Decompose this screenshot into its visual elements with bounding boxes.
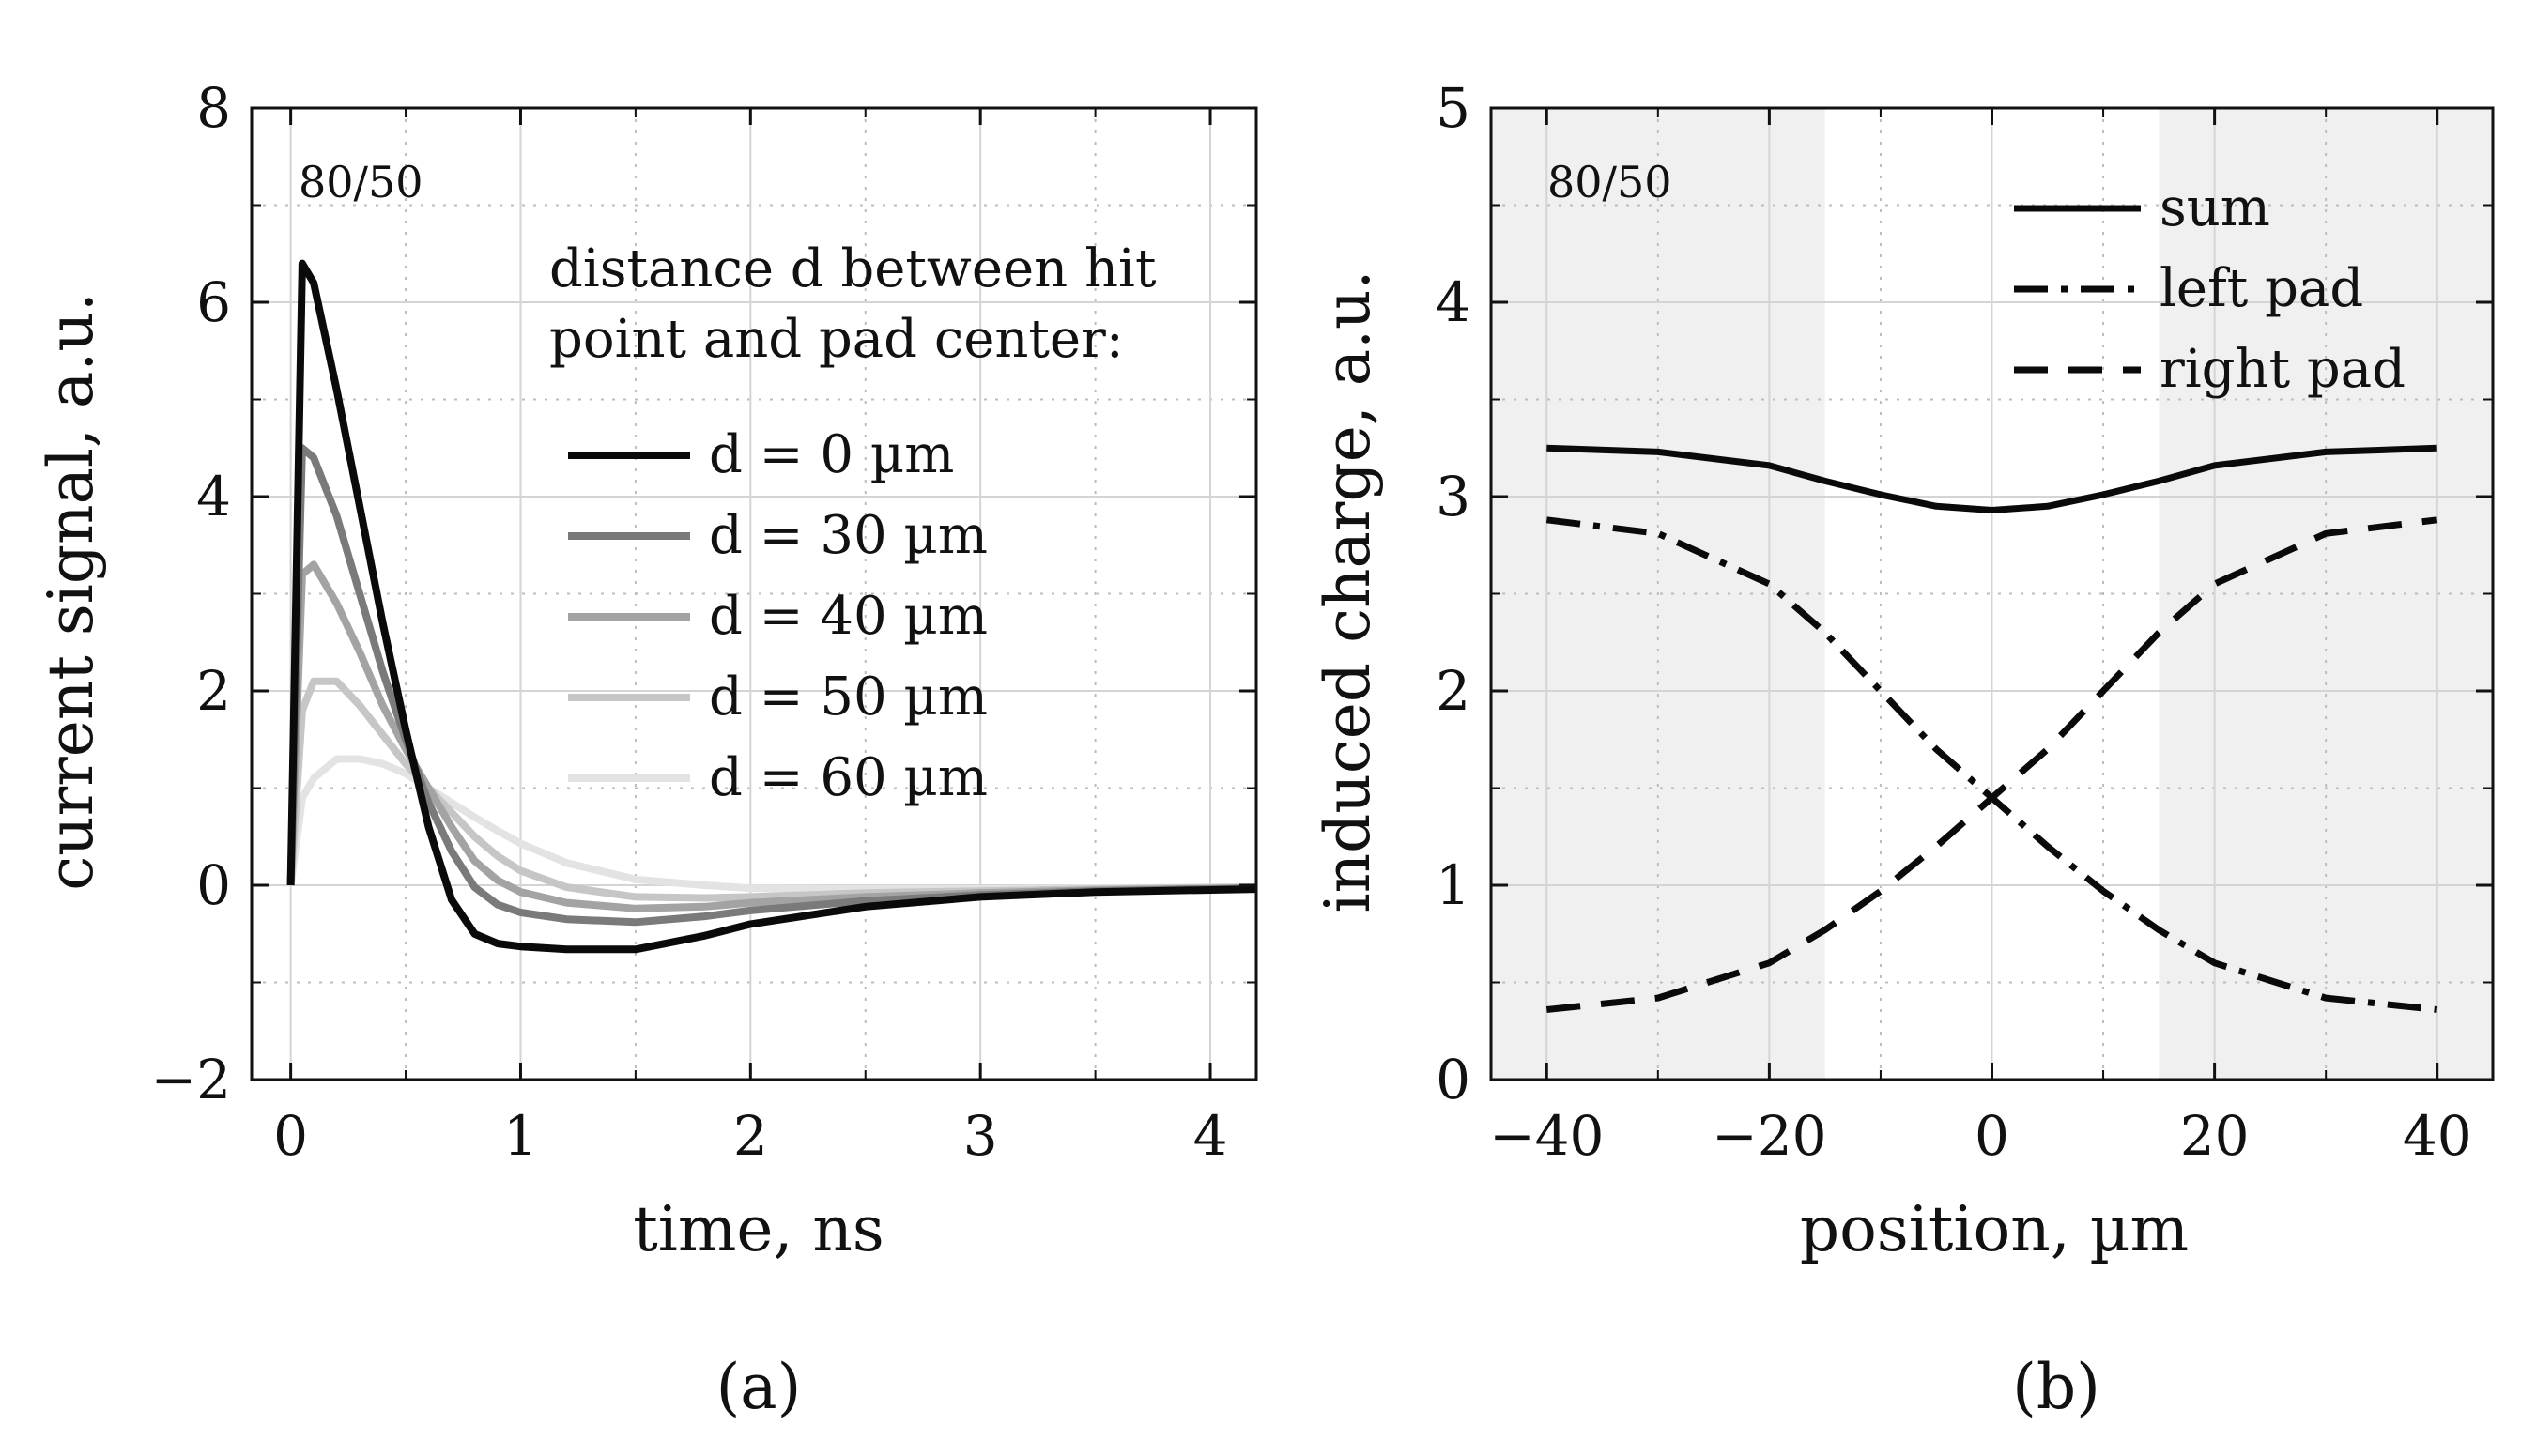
series-line-d-50-m [286,677,1256,902]
panel-b-ticks [1491,106,2493,1081]
x-tick-label: 0 [1975,1104,2009,1168]
panel-b-caption: (b) [2012,1351,2100,1423]
x-tick-label: 4 [1193,1104,1228,1168]
panel-b-legend: sum left pad right pad [2014,177,2406,400]
y-tick-label: 0 [196,853,231,917]
series-line-sum [1546,444,2437,513]
legend-label: d = 30 µm [709,505,988,566]
x-tick-label: 20 [2180,1104,2250,1168]
panel-b-tick-labels: −40 −20 0 20 40 0 1 2 3 4 5 [1436,76,2472,1168]
panel-a-legend: distance d between hit point and pad cen… [549,238,1157,808]
y-tick-label: 4 [196,465,231,529]
panel-b-ylabel: induced charge, a.u. [1312,269,1384,912]
panel-a-tick-labels: 0 1 2 3 4 −2 0 2 4 6 8 [151,76,1228,1168]
panel-a-grid [252,107,1256,1081]
legend-label: left pad [2160,258,2363,319]
legend-label: d = 50 µm [709,667,988,728]
panel-b-annotation: 80/50 [1547,157,1672,207]
legend-label: d = 60 µm [709,747,988,808]
panel-a-annotation: 80/50 [299,157,423,207]
x-tick-label: 40 [2403,1104,2472,1168]
y-tick-label: 3 [1436,465,1470,529]
series-line-d-60-m [286,755,1256,894]
x-tick-label: 2 [733,1104,768,1168]
panel-a-legend-title-line-2: point and pad center: [549,309,1124,370]
y-tick-label: −2 [151,1048,232,1111]
y-tick-label: 4 [1436,270,1470,334]
x-tick-label: 1 [503,1104,538,1168]
series-line-right-pad [1545,516,2438,1013]
panel-a-series [286,259,1256,954]
legend-label: d = 0 µm [709,424,954,485]
panel-a-caption: (a) [716,1351,802,1423]
panel-a-ylabel: current signal, a.u. [35,292,107,891]
panel-b-induced-charge: −40 −20 0 20 40 0 1 2 3 4 5 80/50 sum left pad right… [1312,76,2495,1423]
y-tick-label: 6 [196,270,231,334]
legend-label: sum [2160,177,2270,238]
y-tick-label: 2 [196,659,231,723]
x-tick-label: 0 [273,1104,308,1168]
series-line-d-30-m [286,444,1256,927]
legend-label: d = 40 µm [709,586,988,647]
panel-b-series [1545,444,2438,1013]
x-tick-label: −20 [1712,1104,1826,1168]
y-tick-label: 8 [196,76,231,140]
panel-b-xlabel: position, µm [1800,1193,2189,1265]
panel-a-ticks [252,106,1256,1081]
y-tick-label: 0 [1436,1048,1470,1111]
panel-a-xlabel: time, ns [633,1193,884,1265]
series-line-d-0-m [286,259,1256,954]
x-tick-label: 3 [963,1104,998,1168]
y-tick-label: 5 [1436,76,1470,140]
x-tick-label: −40 [1489,1104,1604,1168]
legend-label: right pad [2160,339,2406,400]
panel-a-current-signal: 0 1 2 3 4 −2 0 2 4 6 8 80/50 distance d between hi… [35,76,1258,1423]
panel-a-legend-title-line-1: distance d between hit [549,238,1157,299]
series-line-d-40-m [286,560,1256,912]
panel-a-legend-entries: d = 0 µm d = 30 µm d = 40 µm d = 50 µm d = 6… [568,424,988,808]
y-tick-label: 2 [1436,659,1470,723]
y-tick-label: 1 [1436,853,1470,917]
